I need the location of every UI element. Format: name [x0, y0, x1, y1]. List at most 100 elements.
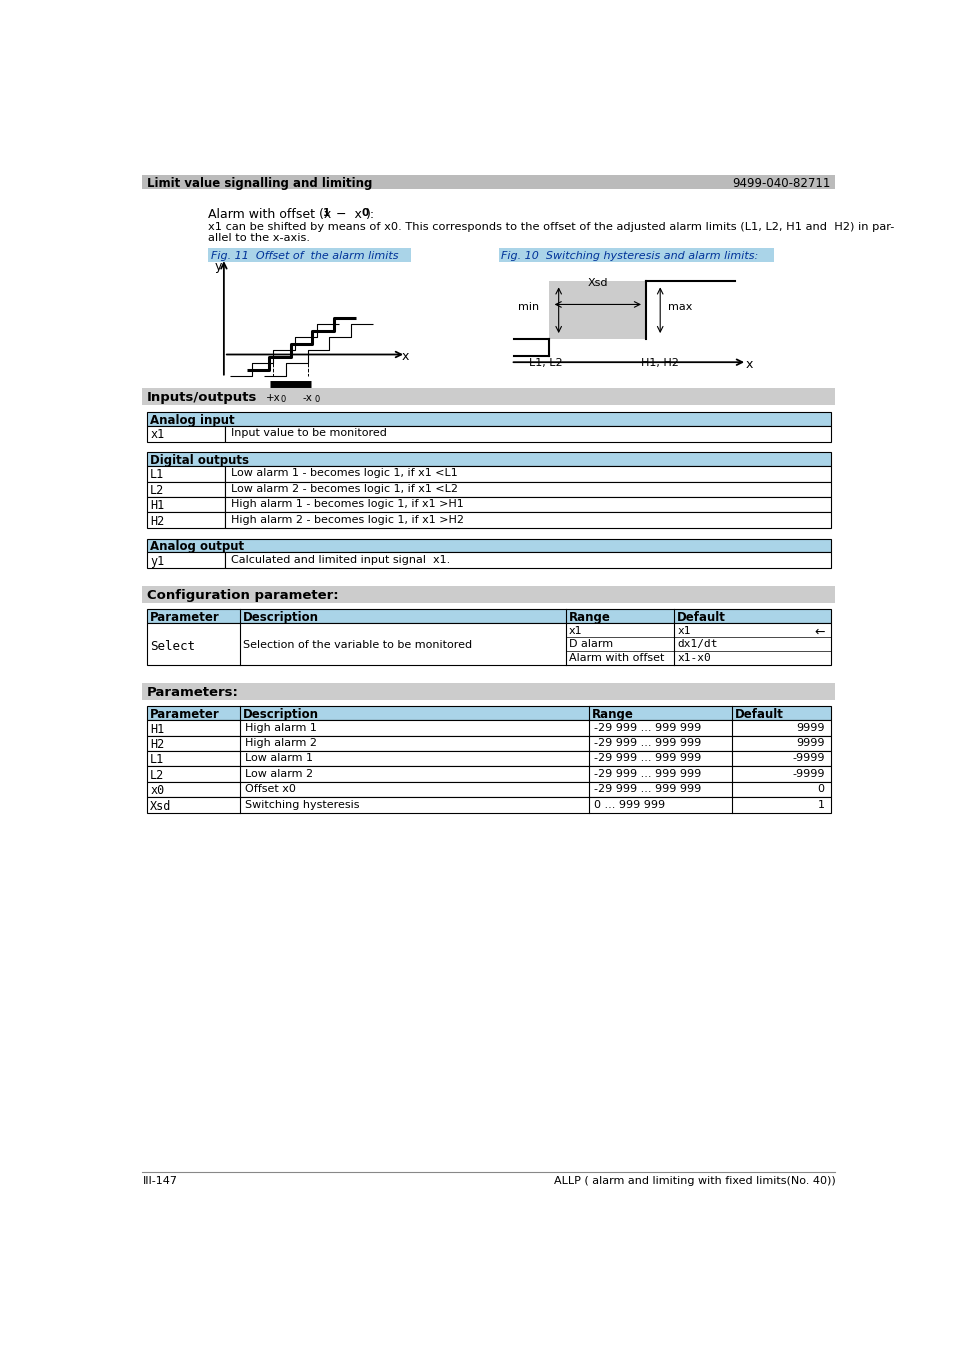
Text: x1-x0: x1-x0 — [677, 653, 710, 663]
Bar — [549, 281, 645, 339]
Bar — [147, 452, 830, 466]
Text: x1 can be shifted by means of x0. This corresponds to the offset of the adjusted: x1 can be shifted by means of x0. This c… — [208, 221, 894, 232]
Text: H1, H2: H1, H2 — [640, 358, 679, 367]
Text: High alarm 1: High alarm 1 — [245, 722, 316, 733]
Text: x: x — [744, 358, 752, 371]
Bar — [498, 248, 773, 262]
Text: High alarm 1 - becomes logic 1, if x1 >H1: High alarm 1 - becomes logic 1, if x1 >H… — [231, 500, 463, 509]
Bar — [142, 586, 835, 603]
Text: min: min — [517, 302, 539, 312]
Text: Default: Default — [677, 612, 725, 624]
Text: D alarm: D alarm — [568, 640, 612, 649]
Bar — [147, 539, 830, 552]
Text: Limit value signalling and limiting: Limit value signalling and limiting — [147, 177, 372, 190]
Text: -x: -x — [302, 393, 313, 404]
Text: -9999: -9999 — [791, 768, 823, 779]
Text: Range: Range — [568, 612, 610, 624]
Text: Description: Description — [243, 612, 319, 624]
Bar — [147, 798, 830, 813]
Text: H1: H1 — [150, 500, 164, 512]
Text: Analog output: Analog output — [150, 540, 244, 553]
Bar — [224, 513, 830, 528]
Bar — [147, 482, 224, 497]
Text: L1: L1 — [150, 468, 164, 482]
Text: Switching hysteresis: Switching hysteresis — [245, 799, 359, 810]
Bar — [142, 683, 835, 701]
Text: High alarm 2: High alarm 2 — [245, 738, 316, 748]
Text: Offset x0: Offset x0 — [245, 784, 295, 794]
Bar — [147, 751, 830, 767]
Text: L2: L2 — [150, 768, 164, 782]
Bar — [147, 412, 830, 427]
Text: x0: x0 — [150, 784, 164, 796]
Text: 1: 1 — [817, 799, 823, 810]
Text: 9999: 9999 — [795, 722, 823, 733]
Text: -29 999 ... 999 999: -29 999 ... 999 999 — [593, 722, 700, 733]
Text: H1: H1 — [150, 722, 164, 736]
Bar — [224, 466, 830, 482]
Text: Fig. 10  Switching hysteresis and alarm limits:: Fig. 10 Switching hysteresis and alarm l… — [500, 251, 758, 261]
Text: Configuration parameter:: Configuration parameter: — [147, 590, 338, 602]
Bar — [147, 427, 224, 441]
Text: Selection of the variable to be monitored: Selection of the variable to be monitore… — [243, 640, 472, 651]
Text: Description: Description — [243, 707, 319, 721]
Text: -9999: -9999 — [791, 753, 823, 763]
Bar — [147, 736, 830, 751]
Text: 9499-040-82711: 9499-040-82711 — [732, 177, 830, 190]
Bar — [147, 721, 830, 736]
Text: 0: 0 — [314, 394, 319, 404]
Bar — [147, 782, 830, 798]
Text: 9999: 9999 — [795, 738, 823, 748]
Text: 0 ... 999 999: 0 ... 999 999 — [593, 799, 664, 810]
Text: Low alarm 2: Low alarm 2 — [245, 768, 313, 779]
Bar — [224, 482, 830, 497]
Bar — [147, 513, 224, 528]
Text: III-147: III-147 — [142, 1176, 177, 1187]
Text: Range: Range — [592, 707, 633, 721]
Text: Low alarm 1: Low alarm 1 — [245, 753, 313, 763]
Text: Xsd: Xsd — [586, 278, 607, 288]
Text: x1: x1 — [677, 625, 690, 636]
Text: L1: L1 — [150, 753, 164, 767]
Text: L1, L2: L1, L2 — [528, 358, 561, 367]
Bar — [147, 466, 224, 482]
Text: -29 999 ... 999 999: -29 999 ... 999 999 — [593, 753, 700, 763]
Text: Select: Select — [150, 640, 195, 653]
Text: Input value to be monitored: Input value to be monitored — [231, 428, 386, 439]
Bar — [147, 497, 224, 513]
Text: x1: x1 — [568, 625, 581, 636]
Text: ):: ): — [365, 208, 375, 221]
Text: Xsd: Xsd — [150, 799, 172, 813]
Text: 0: 0 — [360, 208, 368, 219]
Text: Digital outputs: Digital outputs — [150, 454, 249, 467]
Text: y: y — [214, 259, 222, 273]
Bar — [142, 387, 835, 405]
Bar — [224, 497, 830, 513]
Text: -29 999 ... 999 999: -29 999 ... 999 999 — [593, 784, 700, 794]
Text: Parameters:: Parameters: — [147, 686, 239, 699]
Bar — [147, 706, 830, 721]
Text: x: x — [402, 350, 409, 363]
Text: -29 999 ... 999 999: -29 999 ... 999 999 — [593, 738, 700, 748]
Bar — [147, 767, 830, 782]
Bar — [147, 609, 830, 624]
Text: ←: ← — [813, 625, 823, 639]
Text: 0: 0 — [817, 784, 823, 794]
Text: Calculated and limited input signal  x1.: Calculated and limited input signal x1. — [231, 555, 450, 564]
Bar — [147, 552, 224, 568]
Text: Parameter: Parameter — [150, 612, 220, 624]
Text: dx1/dt: dx1/dt — [677, 640, 717, 649]
Text: Alarm with offset: Alarm with offset — [568, 653, 663, 663]
Bar — [224, 427, 830, 441]
Text: max: max — [667, 302, 692, 312]
Text: High alarm 2 - becomes logic 1, if x1 >H2: High alarm 2 - becomes logic 1, if x1 >H… — [231, 514, 463, 525]
Text: x1: x1 — [150, 428, 164, 441]
Text: Parameter: Parameter — [150, 707, 220, 721]
Bar — [208, 248, 411, 262]
Text: 0: 0 — [280, 394, 285, 404]
Text: 1: 1 — [323, 208, 330, 219]
Text: Alarm with offset (x: Alarm with offset (x — [208, 208, 332, 221]
Text: +x: +x — [266, 393, 280, 404]
Text: L2: L2 — [150, 483, 164, 497]
Text: Low alarm 2 - becomes logic 1, if x1 <L2: Low alarm 2 - becomes logic 1, if x1 <L2 — [231, 483, 457, 494]
